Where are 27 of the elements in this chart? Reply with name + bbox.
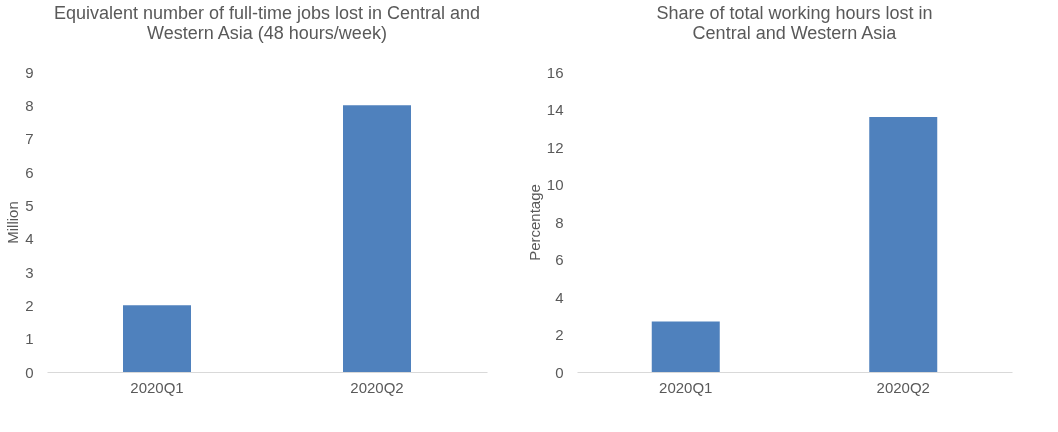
chart-title: Share of total working hours lost in Central and Western Asia bbox=[656, 3, 933, 43]
x-tick-label: 2020Q1 bbox=[659, 378, 713, 396]
y-tick-label: 4 bbox=[555, 288, 564, 306]
y-tick-label: 1 bbox=[25, 330, 34, 348]
x-tick-label: 2020Q2 bbox=[876, 378, 930, 396]
y-tick-label: 9 bbox=[25, 63, 34, 81]
y-tick-label: 4 bbox=[25, 230, 34, 248]
y-tick-label: 6 bbox=[555, 251, 564, 268]
y-tick-label: 7 bbox=[25, 130, 34, 148]
y-tick-label: 8 bbox=[25, 96, 34, 114]
y-tick-label: 0 bbox=[555, 363, 564, 381]
y-tick-label: 16 bbox=[546, 63, 564, 81]
y-tick-label: 0 bbox=[25, 363, 34, 381]
y-tick-label: 5 bbox=[25, 196, 34, 214]
y-tick-label: 14 bbox=[546, 101, 564, 118]
y-tick-label: 10 bbox=[546, 176, 564, 193]
y-axis-title: Million bbox=[4, 201, 22, 244]
x-tick-label: 2020Q2 bbox=[350, 378, 404, 396]
y-tick-label: 2 bbox=[555, 326, 564, 343]
y-axis-title: Percentage bbox=[525, 184, 543, 261]
x-tick-label: 2020Q1 bbox=[130, 378, 184, 396]
y-tick-label: 2 bbox=[25, 296, 34, 314]
y-tick-label: 12 bbox=[546, 138, 564, 156]
y-tick-label: 3 bbox=[25, 263, 34, 281]
y-tick-label: 6 bbox=[25, 163, 34, 181]
y-tick-label: 8 bbox=[555, 213, 564, 231]
chart-title: Equivalent number of full-time jobs lost in Central and Western Asia (48 hours/week) bbox=[53, 3, 481, 43]
